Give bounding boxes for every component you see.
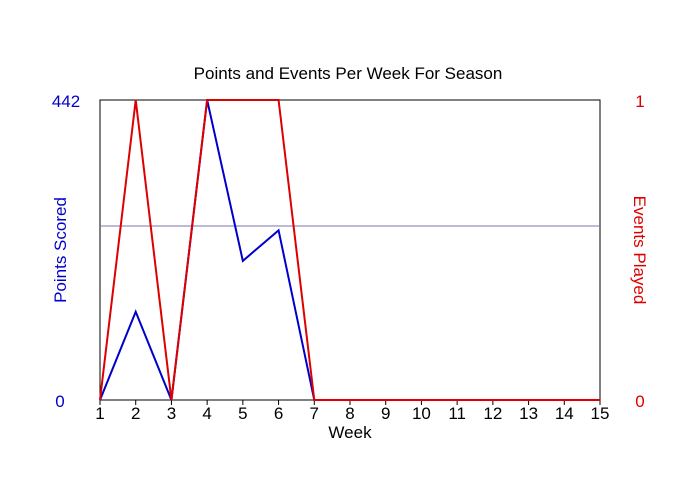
x-tick-label: 6 (274, 404, 283, 423)
x-tick-label: 5 (238, 404, 247, 423)
x-tick-label: 3 (167, 404, 176, 423)
x-tick-label: 13 (519, 404, 538, 423)
series-line-points-scored (99, 99, 600, 401)
x-tick-label: 15 (591, 404, 610, 423)
x-tick-label: 4 (202, 404, 211, 423)
x-tick-label: 8 (345, 404, 354, 423)
right-axis-max-label: 1 (635, 92, 644, 111)
series-line-events-played (99, 99, 600, 401)
x-axis-label: Week (328, 423, 372, 442)
x-axis-ticks: 1 2 3 4 5 6 7 8 9 10 11 12 13 14 15 (95, 400, 609, 423)
x-tick-label: 14 (555, 404, 574, 423)
x-tick-label: 12 (483, 404, 502, 423)
x-tick-label: 11 (448, 404, 466, 423)
chart-title: Points and Events Per Week For Season (194, 64, 503, 83)
left-axis-min-label: 0 (55, 392, 64, 411)
plot-area (99, 99, 601, 401)
right-axis-title: Events Played (630, 196, 649, 305)
x-tick-label: 9 (381, 404, 390, 423)
x-tick-label: 2 (131, 404, 140, 423)
x-tick-label: 7 (310, 404, 319, 423)
x-tick-label: 1 (95, 404, 104, 423)
left-axis-title: Points Scored (51, 197, 70, 303)
left-axis-max-label: 442 (52, 92, 80, 111)
x-tick-label: 10 (412, 404, 431, 423)
right-axis-min-label: 0 (635, 392, 644, 411)
